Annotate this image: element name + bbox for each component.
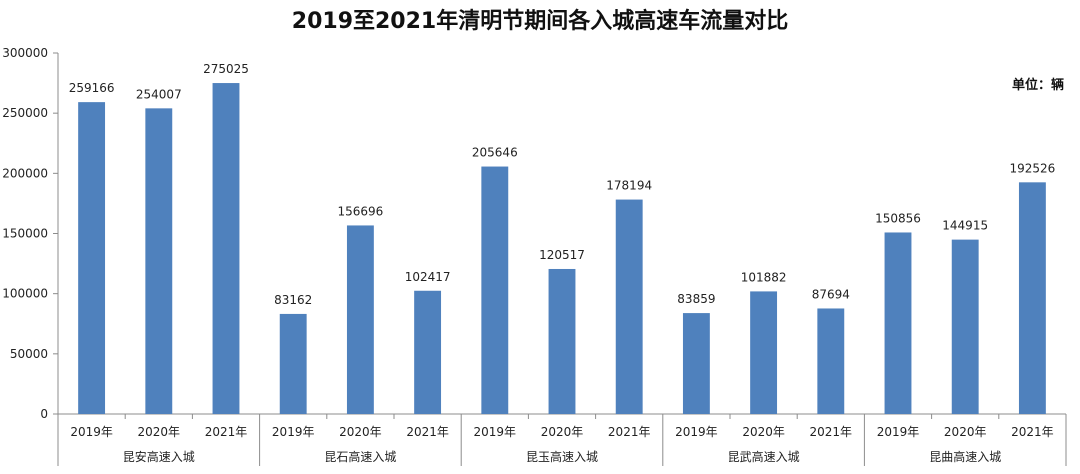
bar — [951, 239, 979, 414]
y-tick-label: 50000 — [10, 347, 48, 361]
bar — [145, 108, 173, 414]
x-category-label: 2020年 — [742, 425, 785, 439]
y-tick-label: 200000 — [2, 166, 48, 180]
y-tick-label: 250000 — [2, 106, 48, 120]
data-label: 205646 — [472, 146, 518, 160]
chart-title: 2019至2021年清明节期间各入城高速车流量对比 — [292, 8, 788, 34]
x-group-label: 昆玉高速入城 — [526, 449, 598, 464]
bar — [817, 308, 845, 414]
x-category-label: 2019年 — [675, 425, 718, 439]
data-label: 120517 — [539, 248, 585, 262]
bar — [346, 225, 374, 414]
x-category-label: 2020年 — [944, 425, 987, 439]
x-category-label: 2021年 — [406, 425, 449, 439]
bar — [414, 290, 442, 414]
x-group-label: 昆安高速入城 — [123, 449, 195, 464]
x-category-label: 2019年 — [877, 425, 920, 439]
x-category-label: 2019年 — [272, 425, 315, 439]
x-group-label: 昆石高速入城 — [324, 449, 396, 464]
x-category-label: 2021年 — [810, 425, 853, 439]
bar — [548, 268, 576, 414]
data-label: 259166 — [69, 81, 115, 95]
x-category-label: 2021年 — [1011, 425, 1054, 439]
x-category-label: 2020年 — [339, 425, 382, 439]
x-category-label: 2019年 — [70, 425, 113, 439]
x-category-label: 2019年 — [474, 425, 517, 439]
data-label: 83859 — [677, 292, 715, 306]
y-tick-label: 300000 — [2, 46, 48, 60]
bars — [78, 83, 1046, 415]
data-label: 254007 — [136, 87, 182, 101]
bar — [682, 313, 710, 414]
data-label: 87694 — [812, 287, 850, 301]
y-tick-label: 100000 — [2, 287, 48, 301]
x-group-label: 昆武高速入城 — [728, 449, 800, 464]
y-tick-label: 0 — [40, 407, 48, 421]
bar — [481, 166, 509, 414]
data-labels: 259166 254007 275025 83162 156696 102417 20564… — [69, 62, 1056, 307]
data-label: 102417 — [405, 270, 451, 284]
bar — [750, 291, 778, 414]
bar — [78, 102, 106, 415]
data-label: 144915 — [942, 219, 988, 233]
y-tick-label: 150000 — [2, 227, 48, 241]
x-category-label: 2020年 — [138, 425, 181, 439]
data-label: 83162 — [274, 293, 312, 307]
axes: 0 50000 100000 150000 200000 250000 300000 — [2, 46, 1067, 466]
x-group-label: 昆曲高速入城 — [929, 449, 1001, 464]
x-category-label: 2020年 — [541, 425, 584, 439]
bar — [615, 199, 643, 414]
data-label: 156696 — [337, 204, 383, 218]
x-category-label: 2021年 — [205, 425, 248, 439]
data-label: 150856 — [875, 211, 921, 225]
bar — [212, 83, 240, 414]
data-label: 275025 — [203, 62, 249, 76]
bar — [884, 232, 912, 414]
data-label: 192526 — [1009, 161, 1055, 175]
x-category-label: 2021年 — [608, 425, 651, 439]
data-label: 101882 — [741, 270, 787, 284]
bar — [279, 313, 307, 414]
data-label: 178194 — [606, 179, 652, 193]
bar — [1018, 182, 1046, 414]
unit-label: 单位：辆 — [1012, 77, 1064, 93]
